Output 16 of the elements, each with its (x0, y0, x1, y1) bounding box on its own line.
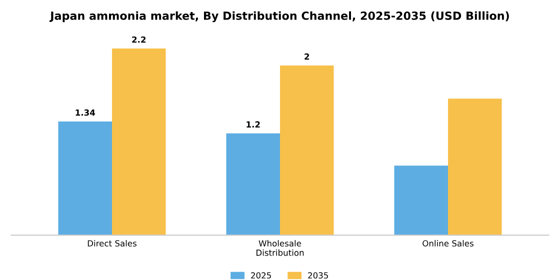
bar (112, 48, 166, 236)
x-tick-label: Online Sales (422, 240, 474, 247)
legend-label: 2025 (251, 272, 271, 279)
bar (226, 133, 280, 236)
bar (58, 122, 112, 236)
bar (448, 98, 502, 236)
data-label: 2 (304, 53, 310, 60)
chart-title: Japan ammonia market, By Distribution Channel, 2025-2035 (USD Billion) (50, 11, 509, 22)
data-label: 1.34 (76, 109, 96, 116)
bar (394, 166, 448, 236)
data-label: 2.2 (132, 36, 146, 43)
data-label: 1.2 (246, 121, 260, 128)
legend-label: 2035 (308, 272, 328, 279)
x-tick-label: Wholesale Distribution (256, 240, 304, 256)
bar (280, 66, 334, 236)
x-tick-label: Direct Sales (88, 240, 136, 247)
